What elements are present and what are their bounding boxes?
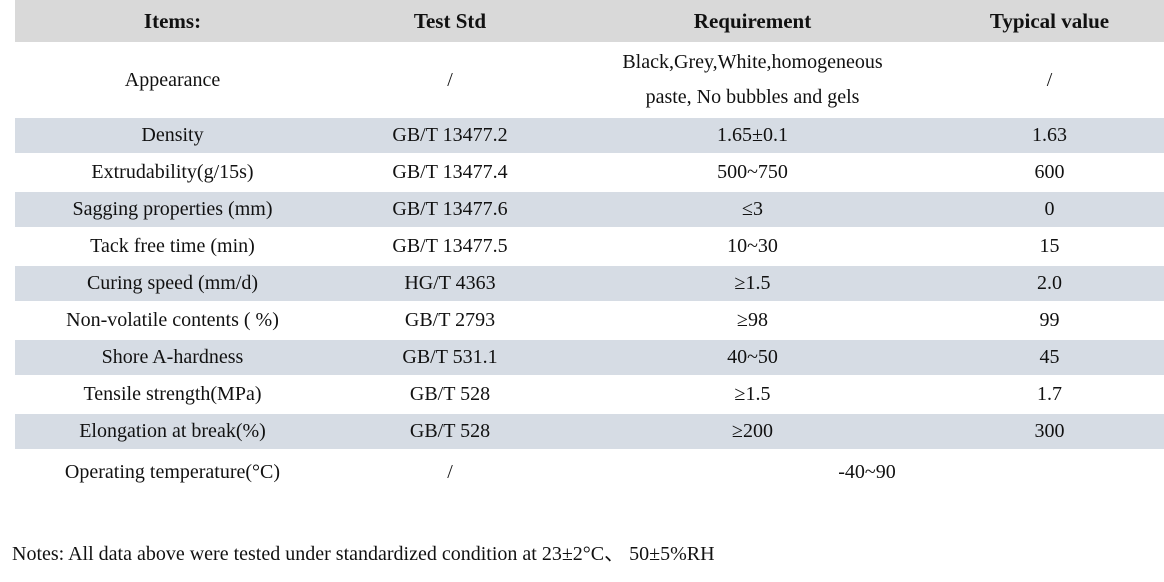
table-row: Shore A-hardness GB/T 531.1 40~50 45: [15, 340, 1164, 377]
cell-typical-value: 45: [935, 340, 1164, 377]
cell-test-std: GB/T 528: [330, 414, 570, 451]
cell-typical-value: 99: [935, 303, 1164, 340]
table-row: Curing speed (mm/d) HG/T 4363 ≥1.5 2.0: [15, 266, 1164, 303]
table-row: Density GB/T 13477.2 1.65±0.1 1.63: [15, 118, 1164, 155]
cell-requirement: ≥200: [570, 414, 935, 451]
cell-requirement: 40~50: [570, 340, 935, 377]
cell-item: Appearance: [15, 44, 330, 118]
cell-requirement: 10~30: [570, 229, 935, 266]
cell-requirement: Black,Grey,White,homogeneous paste, No bu…: [570, 44, 935, 118]
table-row: Tensile strength(MPa) GB/T 528 ≥1.5 1.7: [15, 377, 1164, 414]
cell-typical-value: 0: [935, 192, 1164, 229]
cell-test-std: GB/T 13477.2: [330, 118, 570, 155]
table-row: Appearance / Black,Grey,White,homogeneous p…: [15, 44, 1164, 118]
cell-item: Non-volatile contents ( %): [15, 303, 330, 340]
cell-requirement: ≥1.5: [570, 377, 935, 414]
cell-test-std: GB/T 531.1: [330, 340, 570, 377]
cell-test-std: /: [330, 451, 570, 495]
cell-requirement: ≥98: [570, 303, 935, 340]
header-row: Items: Test Std Requirement Typical valu…: [15, 0, 1164, 44]
cell-test-std: GB/T 13477.6: [330, 192, 570, 229]
cell-typical-value: 15: [935, 229, 1164, 266]
cell-test-std: /: [330, 44, 570, 118]
cell-requirement: ≥1.5: [570, 266, 935, 303]
table-row: Non-volatile contents ( %) GB/T 2793 ≥98 99: [15, 303, 1164, 340]
table-row: Tack free time (min) GB/T 13477.5 10~30 15: [15, 229, 1164, 266]
cell-typical-value: /: [935, 44, 1164, 118]
cell-test-std: HG/T 4363: [330, 266, 570, 303]
spec-table-header: Items: Test Std Requirement Typical valu…: [15, 0, 1164, 44]
table-row: Extrudability(g/15s) GB/T 13477.4 500~750 6…: [15, 155, 1164, 192]
column-header-requirement: Requirement: [570, 0, 935, 44]
cell-typical-value: 2.0: [935, 266, 1164, 303]
cell-item: Curing speed (mm/d): [15, 266, 330, 303]
cell-typical-value: 1.7: [935, 377, 1164, 414]
cell-requirement: 1.65±0.1: [570, 118, 935, 155]
cell-item: Operating temperature(°C): [15, 451, 330, 495]
column-header-items: Items:: [15, 0, 330, 44]
column-header-typical-value: Typical value: [935, 0, 1164, 44]
table-row: Sagging properties (mm) GB/T 13477.6 ≤3 0: [15, 192, 1164, 229]
table-row: Elongation at break(%) GB/T 528 ≥200 300: [15, 414, 1164, 451]
cell-test-std: GB/T 13477.4: [330, 155, 570, 192]
cell-requirement: -40~90: [570, 451, 1164, 495]
cell-item: Extrudability(g/15s): [15, 155, 330, 192]
cell-typical-value: 300: [935, 414, 1164, 451]
cell-typical-value: 1.63: [935, 118, 1164, 155]
cell-test-std: GB/T 13477.5: [330, 229, 570, 266]
cell-requirement: 500~750: [570, 155, 935, 192]
cell-item: Tack free time (min): [15, 229, 330, 266]
column-header-test-std: Test Std: [330, 0, 570, 44]
cell-item: Sagging properties (mm): [15, 192, 330, 229]
cell-item: Elongation at break(%): [15, 414, 330, 451]
cell-item: Density: [15, 118, 330, 155]
notes-text: Notes: All data above were tested under …: [12, 543, 715, 565]
cell-requirement: ≤3: [570, 192, 935, 229]
spec-table-body: Appearance / Black,Grey,White,homogeneous p…: [15, 44, 1164, 495]
cell-item: Tensile strength(MPa): [15, 377, 330, 414]
spec-table: Items: Test Std Requirement Typical valu…: [15, 0, 1164, 495]
table-row: Operating temperature(°C) / -40~90: [15, 451, 1164, 495]
cell-test-std: GB/T 2793: [330, 303, 570, 340]
cell-test-std: GB/T 528: [330, 377, 570, 414]
cell-typical-value: 600: [935, 155, 1164, 192]
cell-item: Shore A-hardness: [15, 340, 330, 377]
